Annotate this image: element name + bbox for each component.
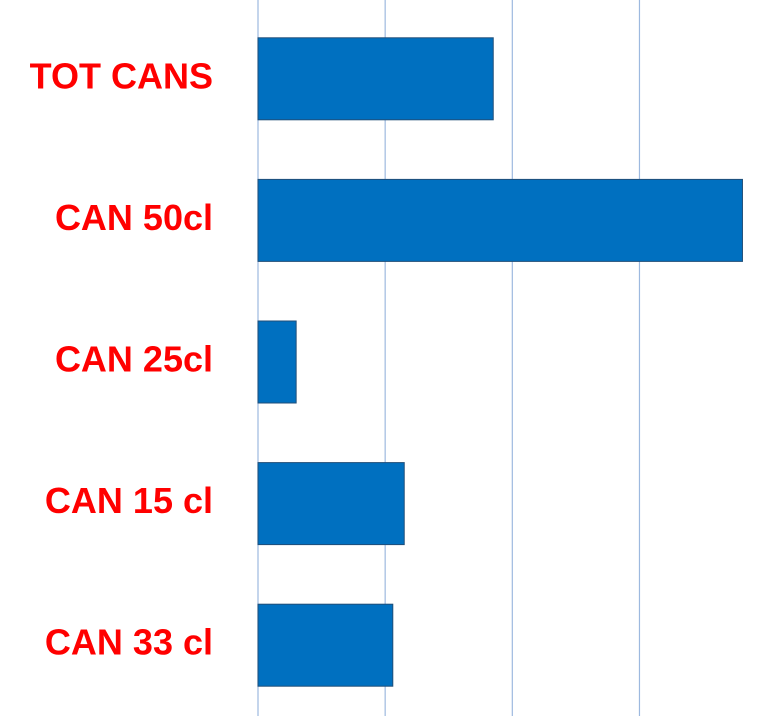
bar: [257, 178, 743, 262]
bar: [257, 462, 405, 546]
y-tick-label: CAN 50cl: [55, 197, 213, 238]
y-tick-label: CAN 15 cl: [45, 480, 213, 521]
y-tick-label: CAN 25cl: [55, 339, 213, 380]
bar: [257, 37, 494, 121]
y-tick-label: CAN 33 cl: [45, 622, 213, 663]
bar: [257, 603, 394, 687]
y-tick-label: TOT CANS: [30, 55, 213, 96]
bar: [257, 320, 297, 404]
